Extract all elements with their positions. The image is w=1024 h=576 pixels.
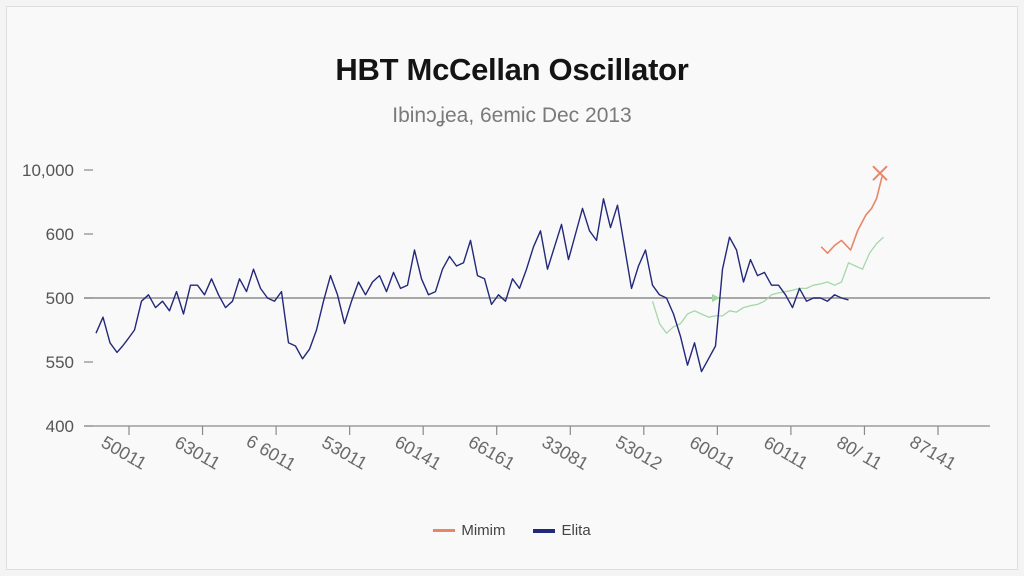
- legend-swatch-elita: [533, 528, 556, 533]
- legend-label-mimim: Mimim: [461, 522, 506, 539]
- legend: Mimim Elita: [0, 522, 1024, 539]
- y-tick-label: 500: [46, 289, 74, 308]
- legend-item-mimim[interactable]: Mimim: [433, 522, 505, 539]
- x-tick-label: 87141: [906, 432, 959, 474]
- x-tick-label: 6 6011: [243, 431, 300, 475]
- chart-subtitle: Ibinɔʝea, 6emic Dec 2013: [392, 104, 632, 127]
- y-tick-label: 600: [46, 225, 74, 244]
- x-tick-label: 66161: [465, 432, 518, 474]
- y-tick-label: 400: [46, 417, 74, 436]
- y-tick-label: 10,000: [22, 161, 74, 180]
- x-tick-label: 60011: [686, 432, 738, 474]
- x-tick-label: 80/ 11: [833, 432, 885, 474]
- chart-title: HBT McCellan Oscillator: [335, 52, 689, 87]
- x-tick-label: 33081: [539, 432, 592, 474]
- x-tick-label: 53012: [612, 432, 665, 474]
- series-line-mimim: [820, 176, 883, 254]
- x-tick-label: 60111: [760, 432, 811, 473]
- legend-item-elita[interactable]: Elita: [533, 522, 591, 539]
- legend-label-elita: Elita: [561, 522, 591, 539]
- series-line-elita: [95, 198, 849, 373]
- end-marker-icon: [872, 165, 888, 181]
- legend-swatch-mimim: [433, 529, 456, 532]
- x-tick-label: 53011: [319, 432, 371, 474]
- green-arrow-icon: [712, 294, 720, 302]
- series-line-green: [651, 236, 884, 334]
- x-tick-label: 63011: [171, 432, 223, 474]
- x-tick-label: 60141: [392, 432, 445, 474]
- x-tick-label: 5001​1: [98, 432, 150, 474]
- y-tick-label: 550: [46, 353, 74, 372]
- chart-frame: [6, 6, 1018, 570]
